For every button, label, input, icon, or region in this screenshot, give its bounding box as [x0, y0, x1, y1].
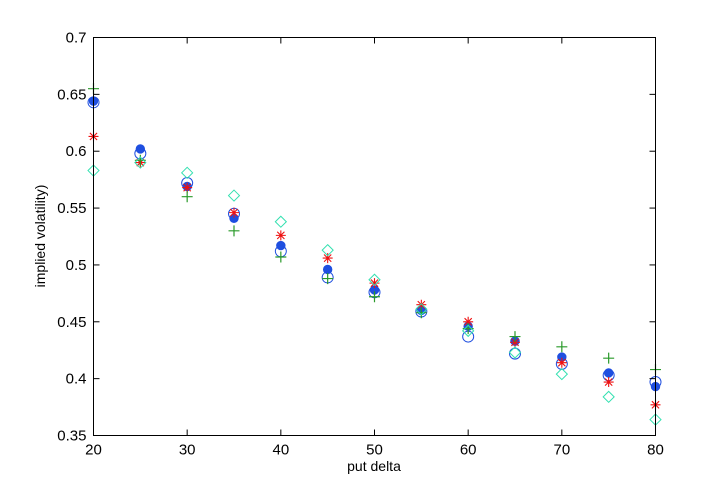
data-point — [227, 189, 241, 202]
data-point — [508, 346, 522, 359]
data-point — [463, 316, 474, 327]
y-tick-label: 0.35 — [57, 428, 86, 445]
x-tick-label: 20 — [85, 442, 102, 459]
data-point — [461, 324, 475, 338]
data-point — [180, 166, 194, 180]
data-point — [182, 182, 193, 193]
y-tick-label: 0.7 — [66, 30, 87, 47]
data-point — [228, 225, 240, 237]
y-tick-label: 0.45 — [57, 314, 86, 331]
data-point — [510, 337, 520, 348]
x-axis-label: put delta — [347, 458, 401, 474]
data-point — [322, 273, 334, 285]
data-point — [416, 299, 427, 310]
data-point — [181, 191, 193, 203]
data-point — [322, 253, 333, 264]
data-point — [275, 251, 287, 263]
x-tick-label: 80 — [647, 442, 664, 459]
axis-ticks: 20 30 40 50 60 70 80 0.35 0.4 0.45 0.5 0.55 0.6 0.65 0… — [57, 30, 664, 459]
data-point — [368, 273, 381, 286]
data-point — [275, 230, 286, 241]
data-point — [321, 243, 334, 257]
data-point — [274, 215, 288, 228]
data-point — [509, 347, 521, 360]
x-tick-label: 60 — [460, 442, 477, 459]
x-tick-label: 30 — [179, 442, 196, 459]
data-point — [229, 207, 239, 218]
data-point — [603, 352, 615, 364]
series-star — [88, 131, 661, 410]
data-point — [556, 357, 567, 368]
y-tick-label: 0.55 — [57, 200, 86, 217]
data-point — [509, 331, 521, 343]
data-point — [134, 156, 147, 169]
data-point — [603, 377, 614, 388]
data-point — [555, 367, 569, 381]
data-point — [415, 307, 427, 319]
data-point — [556, 341, 568, 353]
data-point — [415, 303, 428, 316]
y-tick-label: 0.65 — [57, 86, 86, 103]
data-point — [135, 144, 146, 154]
y-tick-label: 0.4 — [66, 371, 87, 388]
x-tick-label: 40 — [272, 442, 289, 459]
series-plus — [88, 83, 661, 376]
plot-frame — [93, 37, 656, 436]
data-point — [369, 291, 380, 303]
data-point — [602, 390, 615, 404]
y-axis-label: implied volatility) — [32, 185, 48, 288]
y-tick-label: 0.5 — [66, 257, 87, 274]
x-tick-label: 50 — [366, 442, 383, 459]
data-point — [369, 278, 380, 289]
y-tick-label: 0.6 — [66, 143, 87, 160]
plot-marks — [87, 83, 662, 426]
x-tick-label: 70 — [553, 442, 570, 459]
series-filled-circle — [88, 96, 661, 392]
series-open-circle — [87, 96, 662, 389]
